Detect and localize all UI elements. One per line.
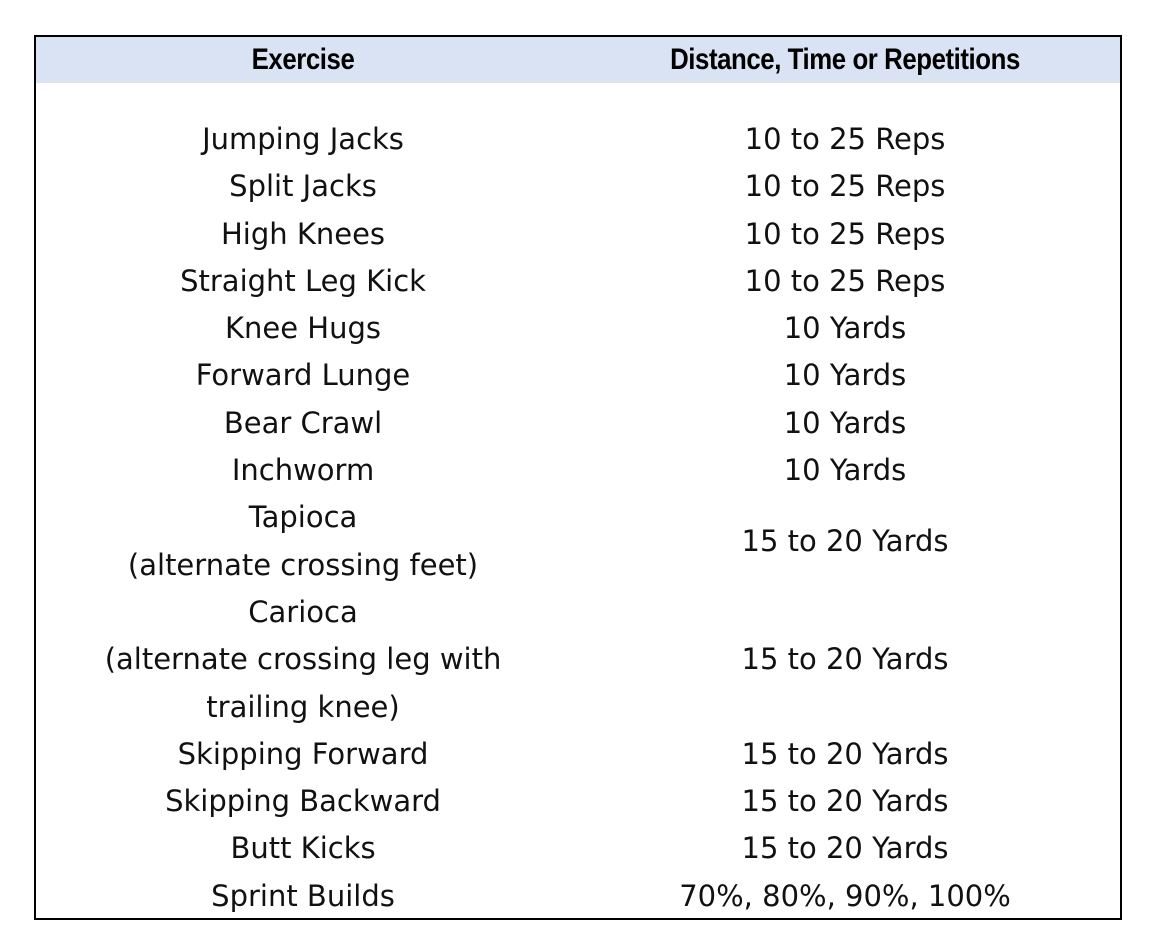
exercise-cell: Carioca (alternate crossing leg with tra… bbox=[104, 594, 502, 724]
table-row: Sprint Builds 70%, 80%, 90%, 100% bbox=[36, 873, 1120, 920]
table-row: Carioca (alternate crossing leg with tra… bbox=[36, 589, 1120, 731]
header-distance-time-reps: Distance, Time or Repetitions bbox=[670, 43, 1020, 76]
table-row: Tapioca (alternate crossing feet) 15 to … bbox=[36, 494, 1120, 589]
exercise-cell: Sprint Builds bbox=[211, 878, 395, 913]
amount-cell: 15 to 20 Yards bbox=[741, 831, 949, 866]
exercise-cell: Split Jacks bbox=[229, 169, 377, 204]
exercise-table: Exercise Distance, Time or Repetitions J… bbox=[34, 35, 1122, 920]
table-row: Inchworm 10 Yards bbox=[36, 447, 1120, 494]
table-row: Split Jacks 10 to 25 Reps bbox=[36, 163, 1120, 210]
exercise-cell: Skipping Backward bbox=[165, 784, 441, 819]
amount-cell: 10 to 25 Reps bbox=[744, 169, 946, 204]
exercise-cell: Knee Hugs bbox=[225, 311, 382, 346]
table-row: Skipping Forward 15 to 20 Yards bbox=[36, 731, 1120, 778]
exercise-cell: Butt Kicks bbox=[230, 831, 376, 866]
exercise-cell: Tapioca (alternate crossing feet) bbox=[127, 500, 479, 582]
amount-cell: 10 Yards bbox=[783, 453, 907, 488]
table-row: Knee Hugs 10 Yards bbox=[36, 305, 1120, 352]
amount-cell: 10 to 25 Reps bbox=[744, 263, 946, 298]
exercise-cell: Bear Crawl bbox=[223, 405, 383, 440]
amount-cell: 15 to 20 Yards bbox=[741, 642, 949, 677]
exercise-cell: High Knees bbox=[220, 216, 386, 251]
header-exercise: Exercise bbox=[251, 43, 355, 76]
exercise-cell: Forward Lunge bbox=[195, 358, 411, 393]
table-row: High Knees 10 to 25 Reps bbox=[36, 211, 1120, 258]
table-row: Skipping Backward 15 to 20 Yards bbox=[36, 778, 1120, 825]
table-row: Straight Leg Kick 10 to 25 Reps bbox=[36, 258, 1120, 305]
table-header: Exercise Distance, Time or Repetitions bbox=[36, 37, 1120, 83]
amount-cell: 70%, 80%, 90%, 100% bbox=[679, 878, 1011, 913]
amount-cell: 10 Yards bbox=[783, 405, 907, 440]
exercise-cell: Skipping Forward bbox=[177, 736, 429, 771]
table-row: Jumping Jacks 10 to 25 Reps bbox=[36, 116, 1120, 163]
exercise-cell: Inchworm bbox=[231, 453, 375, 488]
table-row: Forward Lunge 10 Yards bbox=[36, 352, 1120, 399]
amount-cell: 15 to 20 Yards bbox=[741, 524, 949, 559]
amount-cell: 10 to 25 Reps bbox=[744, 122, 946, 156]
amount-cell: 10 to 25 Reps bbox=[744, 216, 946, 251]
amount-cell: 10 Yards bbox=[783, 311, 907, 346]
amount-cell: 10 Yards bbox=[783, 358, 907, 393]
exercise-cell: Jumping Jacks bbox=[202, 122, 404, 156]
amount-cell: 15 to 20 Yards bbox=[741, 736, 949, 771]
exercise-cell: Straight Leg Kick bbox=[180, 263, 426, 298]
table-row: Bear Crawl 10 Yards bbox=[36, 400, 1120, 447]
amount-cell: 15 to 20 Yards bbox=[741, 784, 949, 819]
table-body: Jumping Jacks 10 to 25 Reps Split Jacks … bbox=[36, 116, 1120, 920]
table-row: Butt Kicks 15 to 20 Yards bbox=[36, 825, 1120, 872]
